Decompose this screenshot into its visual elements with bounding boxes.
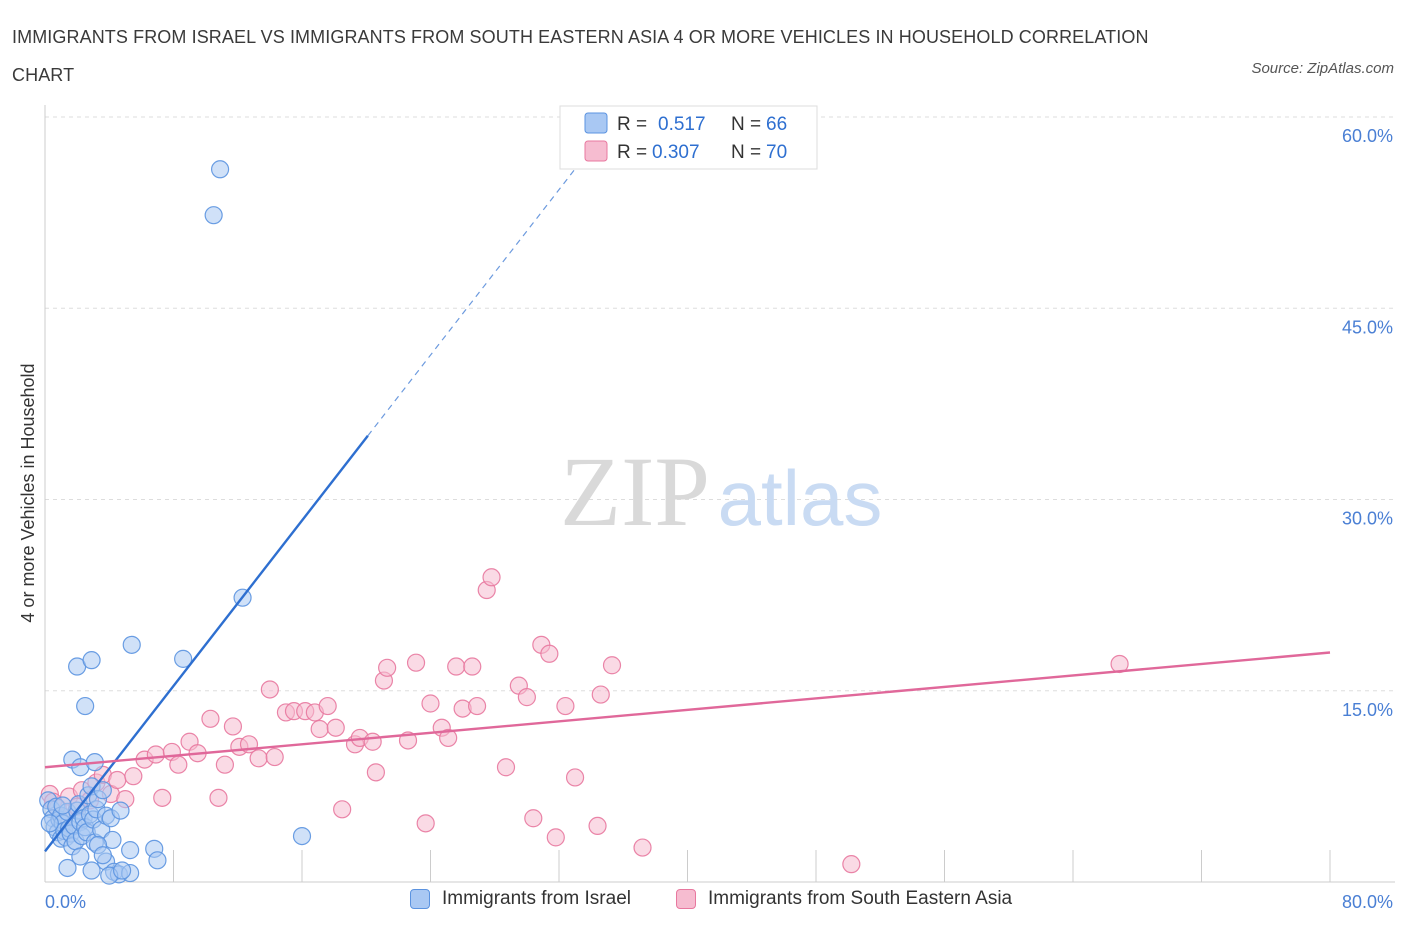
point-blue-35: [53, 796, 72, 815]
point-blue-58: [82, 651, 101, 670]
trend-line-blue: [44, 435, 369, 853]
y-tick-label-1: 30.0%: [1342, 509, 1393, 529]
legend-swatch-sea: [676, 889, 696, 909]
point-pink-55: [482, 568, 501, 587]
watermark-zip: ZIP: [560, 436, 710, 547]
point-pink-34: [310, 719, 329, 739]
trend-line-pink: [44, 651, 1331, 769]
point-blue-65: [292, 826, 312, 846]
point-blue-36: [40, 814, 59, 833]
point-pink-37: [333, 800, 352, 819]
point-pink-53: [467, 696, 487, 716]
legend-n-value-blue: 66: [766, 114, 787, 135]
point-blue-60: [122, 635, 141, 654]
y-axis-label: 4 or more Vehicles in Household: [18, 363, 38, 622]
y-tick-label-0: 15.0%: [1342, 700, 1393, 720]
trend-line-blue-extension: [367, 147, 592, 437]
legend-r-label-blue: R =: [617, 114, 647, 135]
point-pink-43: [378, 658, 397, 677]
point-pink-46: [416, 814, 435, 833]
point-pink-69: [842, 855, 861, 874]
point-blue-52: [121, 841, 140, 860]
point-blue-50: [82, 861, 101, 880]
source-label: Source: ZipAtlas.com: [1251, 60, 1394, 77]
point-pink-68: [633, 838, 652, 857]
point-pink-27: [249, 749, 268, 768]
legend-bottom: Immigrants from Israel Immigrants from S…: [0, 888, 1406, 916]
point-pink-66: [591, 685, 610, 704]
series-blue-points: [39, 160, 312, 885]
legend-label-israel: Immigrants from Israel: [442, 888, 631, 909]
x-tick-label-1: 80.0%: [1342, 892, 1393, 912]
point-blue-42: [111, 801, 130, 820]
legend-n-label-pink: N =: [731, 142, 761, 163]
point-pink-41: [366, 763, 385, 782]
watermark-atlas: atlas: [718, 454, 883, 542]
point-pink-40: [363, 732, 382, 751]
y-tick-label-2: 45.0%: [1342, 317, 1393, 337]
point-pink-67: [602, 656, 622, 675]
point-pink-18: [169, 755, 188, 774]
legend-swatch-pink: [584, 140, 608, 162]
point-pink-58: [517, 688, 536, 707]
point-pink-15: [146, 745, 165, 764]
point-blue-63: [204, 206, 223, 225]
point-pink-45: [406, 653, 426, 672]
series-pink-points: [40, 568, 1129, 874]
watermark: ZIP atlas: [560, 436, 882, 547]
x-tick-label-0: 0.0%: [45, 892, 86, 912]
point-pink-36: [326, 718, 345, 737]
point-blue-64: [210, 160, 230, 179]
point-blue-61: [174, 649, 193, 668]
point-blue-44: [71, 847, 90, 866]
point-pink-61: [540, 644, 559, 663]
point-pink-49: [439, 728, 458, 748]
point-pink-63: [556, 696, 575, 716]
point-pink-22: [209, 788, 228, 807]
legend-swatch-israel: [410, 889, 430, 909]
legend-item-israel: Immigrants from Israel: [410, 888, 631, 910]
point-blue-54: [148, 851, 167, 870]
chart-title: IMMIGRANTS FROM ISRAEL VS IMMIGRANTS FRO…: [12, 27, 1149, 85]
point-pink-35: [318, 696, 337, 716]
point-pink-16: [153, 788, 172, 807]
point-pink-29: [265, 747, 284, 767]
point-blue-51: [93, 846, 112, 865]
point-blue-59: [76, 696, 95, 716]
point-pink-52: [463, 657, 482, 676]
legend-label-sea: Immigrants from South Eastern Asia: [708, 888, 1013, 909]
point-pink-65: [588, 816, 607, 836]
point-pink-62: [546, 828, 565, 847]
point-pink-47: [421, 694, 440, 713]
point-pink-24: [223, 717, 243, 736]
point-pink-11: [108, 770, 127, 790]
legend-n-label-blue: N =: [731, 114, 761, 135]
legend-r-label-pink: R =: [617, 142, 647, 163]
legend-n-value-pink: 70: [766, 142, 787, 163]
point-pink-56: [496, 758, 516, 777]
legend-r-value-blue: 0.517: [658, 114, 706, 135]
legend-r-value-pink: 0.307: [652, 142, 700, 163]
point-pink-13: [124, 767, 143, 786]
legend-item-sea: Immigrants from South Eastern Asia: [676, 888, 1012, 910]
point-pink-64: [565, 768, 585, 787]
axis-labels: 15.0% 30.0% 45.0% 60.0% 0.0% 80.0%: [45, 126, 1393, 912]
point-blue-33: [93, 781, 112, 800]
point-pink-21: [201, 709, 220, 728]
legend-swatch-blue: [584, 112, 608, 134]
point-pink-23: [215, 755, 234, 774]
y-tick-label-3: 60.0%: [1342, 126, 1393, 146]
point-pink-28: [260, 680, 279, 699]
point-blue-56: [112, 861, 132, 880]
point-blue-45: [58, 858, 77, 878]
legend-top: R = 0.517 N = 66 R = 0.307 N = 70: [559, 105, 818, 170]
axes-layer: [44, 105, 1395, 883]
point-pink-50: [447, 657, 466, 676]
trend-lines: [44, 147, 1331, 853]
point-pink-59: [524, 809, 543, 828]
